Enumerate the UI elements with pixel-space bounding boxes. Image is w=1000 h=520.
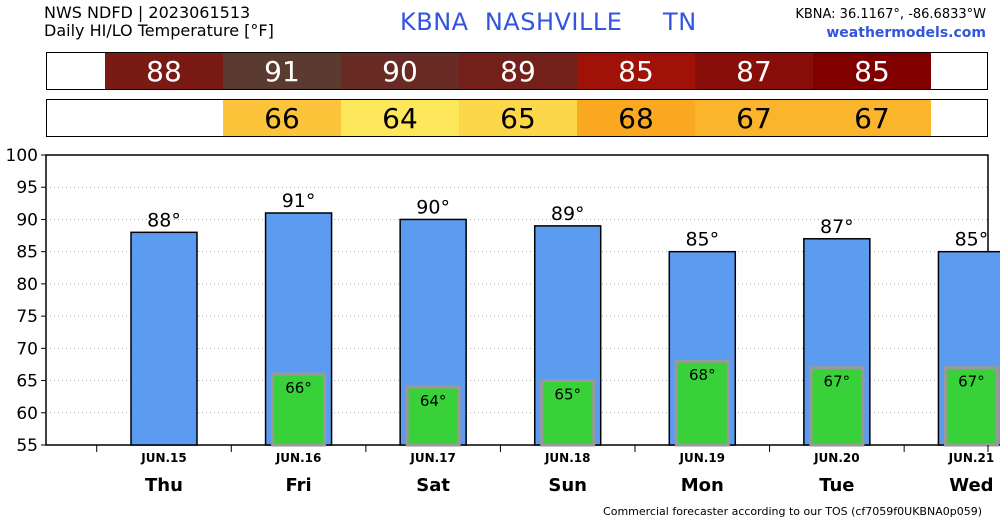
station-title: KBNA NASHVILLE TN	[400, 8, 697, 36]
day-label: Sat	[416, 475, 450, 496]
model-run-label: NWS NDFD | 2023061513	[44, 3, 251, 22]
y-tick-label: 100	[6, 146, 38, 166]
date-label: JUN.21	[948, 451, 995, 465]
hi-temp-strip: 88 91 90 89 85 87 85	[46, 52, 988, 90]
lo-bar	[540, 379, 596, 447]
date-label: JUN.15	[140, 451, 187, 465]
lo-bar-label: 64°	[420, 392, 447, 410]
lo-bar-label: 67°	[958, 373, 985, 391]
date-label: JUN.16	[275, 451, 322, 465]
station-coords: KBNA: 36.1167°, -86.6833°W	[795, 7, 986, 22]
date-label: JUN.18	[544, 451, 591, 465]
hi-temp-cell: 85	[813, 53, 931, 89]
lo-temp-cell: 67	[695, 100, 813, 136]
date-label: JUN.20	[813, 451, 860, 465]
day-label: Tue	[819, 475, 854, 496]
hi-bar-label: 88°	[147, 209, 181, 231]
y-tick-label: 95	[16, 178, 38, 198]
day-label: Wed	[949, 475, 993, 496]
lo-temp-strip: 66 64 65 68 67 67	[46, 99, 988, 137]
lo-bar-label: 68°	[689, 366, 716, 384]
y-tick-label: 55	[16, 436, 38, 456]
day-label: Fri	[285, 475, 311, 496]
y-tick-label: 80	[16, 275, 38, 295]
lo-temp-cell: 67	[813, 100, 931, 136]
lo-bar	[405, 385, 461, 447]
lo-bar-label: 65°	[554, 386, 581, 404]
lo-temp-cell: 68	[577, 100, 695, 136]
day-label: Thu	[145, 475, 183, 496]
lo-bar	[943, 366, 999, 447]
hi-bar	[130, 231, 198, 446]
product-title: Daily HI/LO Temperature [°F]	[44, 21, 274, 40]
site-link[interactable]: weathermodels.com	[826, 25, 986, 41]
y-tick-label: 85	[16, 243, 38, 263]
y-tick-label: 60	[16, 404, 38, 424]
date-label: JUN.17	[409, 451, 456, 465]
y-tick-label: 70	[16, 339, 38, 359]
header-right: KBNA: 36.1167°, -86.6833°W weathermodels…	[795, 6, 986, 42]
day-label: Sun	[548, 475, 587, 496]
lo-bar	[271, 372, 327, 447]
lo-bar	[674, 359, 730, 447]
lo-temp-cell: 64	[341, 100, 459, 136]
y-tick-label: 65	[16, 372, 38, 392]
y-tick-label: 90	[16, 210, 38, 230]
lo-temp-cell: 66	[223, 100, 341, 136]
hi-bar-label: 89°	[551, 203, 585, 225]
hi-bar-label: 90°	[416, 196, 450, 218]
hi-bar-label: 85°	[685, 229, 719, 251]
lo-bar	[809, 366, 865, 447]
hi-temp-cell: 88	[105, 53, 223, 89]
date-label: JUN.19	[679, 451, 726, 465]
hi-temp-cell: 90	[341, 53, 459, 89]
day-label: Mon	[681, 475, 724, 496]
hi-temp-cell: 87	[695, 53, 813, 89]
lo-bar-label: 67°	[824, 373, 851, 391]
hi-bar-label: 85°	[955, 229, 989, 251]
hi-bar-label: 91°	[282, 190, 316, 212]
y-tick-label: 75	[16, 307, 38, 327]
lo-bar-label: 66°	[285, 379, 312, 397]
hi-temp-cell: 91	[223, 53, 341, 89]
hi-temp-cell: 89	[459, 53, 577, 89]
hi-bar-label: 87°	[820, 216, 854, 238]
hi-temp-cell: 85	[577, 53, 695, 89]
header-left: NWS NDFD | 2023061513 Daily HI/LO Temper…	[44, 4, 274, 40]
footer-note: Commercial forecaster according to our T…	[603, 505, 982, 518]
lo-temp-cell: 65	[459, 100, 577, 136]
